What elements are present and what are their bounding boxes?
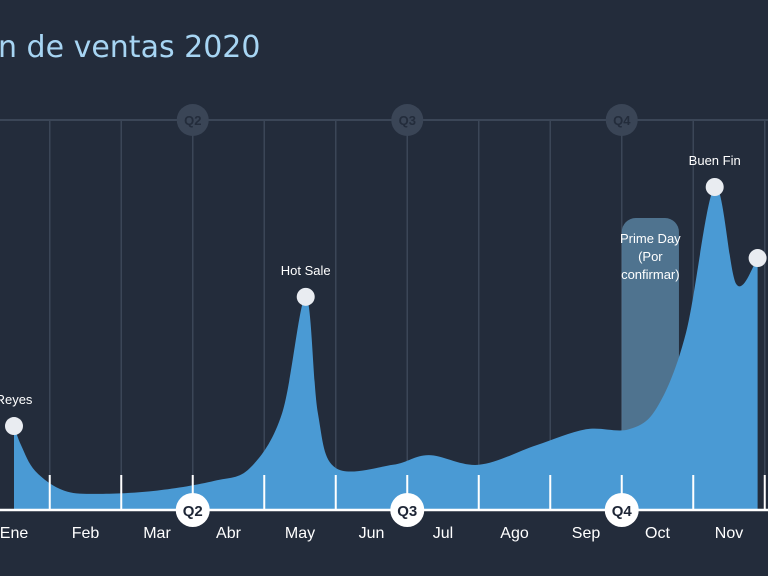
- quarter-label-top: Q3: [399, 113, 416, 128]
- highlight-label: confirmar): [621, 267, 680, 282]
- event-marker: [296, 287, 315, 306]
- quarter-badge-top: [605, 104, 638, 136]
- x-tick-label-sep: Sep: [572, 525, 601, 542]
- quarter-label: Q2: [183, 503, 203, 520]
- sales-area: [14, 186, 758, 511]
- x-tick-label-ago: Ago: [500, 525, 529, 542]
- x-tick-label-feb: Feb: [72, 525, 100, 542]
- x-tick-label-jul: Jul: [433, 525, 453, 542]
- event-marker: [5, 417, 23, 436]
- event-label: Hot Sale: [281, 263, 331, 278]
- quarter-badge-top: [176, 104, 209, 136]
- quarter-badge: [175, 493, 210, 527]
- quarter-label-top: Q4: [613, 113, 631, 128]
- x-tick-label-abr: Abr: [216, 525, 242, 542]
- x-tick-label-mar: Mar: [143, 525, 171, 542]
- highlight-label: (Por: [638, 249, 663, 264]
- highlight-label: Prime Day: [620, 231, 681, 246]
- event-label: Buen Fin: [689, 153, 741, 168]
- chart-title: n de ventas 2020: [0, 30, 261, 65]
- quarter-badge: [604, 493, 639, 527]
- x-tick-label-may: May: [285, 525, 315, 542]
- x-tick-label-ene: Ene: [0, 525, 28, 542]
- event-marker: [705, 178, 724, 196]
- event-marker: [748, 249, 767, 268]
- x-tick-label-jun: Jun: [359, 525, 385, 542]
- quarter-label: Q3: [397, 503, 417, 520]
- quarter-label: Q4: [612, 503, 633, 520]
- x-tick-label-oct: Oct: [645, 525, 670, 542]
- x-tick-label-nov: Nov: [715, 525, 743, 542]
- event-label: Reyes: [0, 392, 33, 407]
- quarter-badge: [390, 493, 425, 527]
- quarter-badge-top: [391, 104, 424, 136]
- quarter-label-top: Q2: [184, 113, 201, 128]
